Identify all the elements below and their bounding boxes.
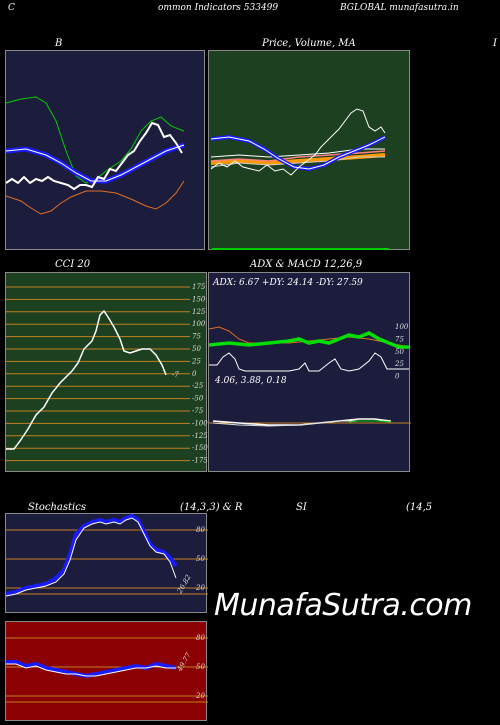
macd-histogram [348, 420, 392, 423]
macd-readout: 4.06, 3.88, 0.18 [214, 376, 287, 386]
cci-chart: 175 150 125 100 75 50 25 0 -25 -50 -75 -100 -125 -150… [5, 272, 208, 472]
adx-tick-label: 100 [395, 323, 409, 331]
cci-value-label: -7 [172, 371, 179, 379]
stoch-tick-label: 20 [195, 584, 205, 592]
cci-title: CCI 20 [55, 259, 91, 270]
cci-line [6, 309, 167, 450]
price-line [210, 108, 386, 176]
stoch-k-line [6, 514, 178, 596]
macd-line [212, 418, 392, 426]
cci-tick-label: 100 [192, 320, 206, 328]
rsi-title: SI [296, 502, 307, 513]
adx-tick-label: 25 [394, 360, 404, 368]
ma-white-line-2 [210, 156, 385, 168]
adx-macd-chart: ADX: 6.67 +DY: 24.14 -DY: 27.59 100 75 50 2… [208, 272, 411, 472]
cci-tick-label: -175 [192, 457, 208, 465]
header-site-text: BGLOBAL munafasutra.in [340, 3, 459, 13]
cci-tick-label: 150 [192, 295, 206, 303]
rsi-value-label: 49.77 [175, 651, 193, 674]
stoch-value-label: 26.82 [175, 573, 193, 596]
rsi-tick-label: 80 [196, 634, 205, 642]
ma-pink-line [210, 150, 386, 162]
stoch-params: (14,3,3) & R [180, 502, 243, 513]
cci-tick-label: -25 [192, 382, 204, 390]
watermark-text: MunafaSutra.com [214, 588, 472, 623]
stochastics-chart: 80 50 20 26.82 [5, 513, 208, 613]
rsi-blue-line [6, 660, 177, 679]
header-indicators-text: ommon Indicators 533499 [158, 3, 279, 13]
header-left-fragment: C [8, 3, 15, 13]
cci-tick-label: 125 [192, 308, 206, 316]
cci-tick-label: -75 [192, 407, 204, 415]
price-ma-title: Price, Volume, MA [262, 38, 356, 49]
rsi-params: (14,5 [406, 502, 433, 513]
stoch-d-line [6, 517, 177, 597]
cci-tick-label: -100 [192, 419, 208, 427]
cci-tick-label: -50 [192, 395, 204, 403]
bollinger-price-line [6, 121, 183, 191]
adx-tick-label: 50 [395, 348, 404, 356]
adx-orange-line [209, 326, 410, 348]
price-ma-right-fragment: I [493, 38, 497, 49]
rsi-tick-label: 20 [195, 692, 205, 700]
bollinger-upper-band [6, 96, 185, 184]
cci-tick-label: -150 [192, 444, 208, 452]
stoch-tick-label: 50 [196, 555, 205, 563]
cci-tick-label: -125 [192, 432, 208, 440]
rsi-chart: 80 50 20 49.77 [5, 621, 208, 721]
adx-tick-label: 75 [395, 335, 404, 343]
stoch-tick-label: 80 [196, 526, 205, 534]
price-ma-chart [208, 50, 410, 250]
cci-tick-label: 75 [192, 333, 201, 341]
cci-tick-label: 50 [192, 345, 201, 353]
cci-tick-label: 25 [191, 357, 201, 365]
cci-tick-label: 175 [192, 283, 206, 291]
cci-tick-label: 0 [192, 370, 197, 378]
adx-green-line [209, 331, 409, 349]
adx-tick-label: 0 [395, 373, 400, 381]
bollinger-lower-band [6, 180, 185, 215]
bollinger-title: B [55, 38, 63, 49]
bollinger-middle-band [6, 142, 185, 184]
adx-macd-title: ADX & MACD 12,26,9 [250, 259, 363, 270]
rsi-tick-label: 50 [196, 663, 205, 671]
rsi-white-line [6, 663, 176, 677]
stoch-title: Stochastics [28, 502, 86, 513]
adx-white-line [209, 352, 409, 372]
bollinger-chart [5, 50, 205, 250]
adx-readout: ADX: 6.67 +DY: 24.14 -DY: 27.59 [212, 278, 363, 288]
